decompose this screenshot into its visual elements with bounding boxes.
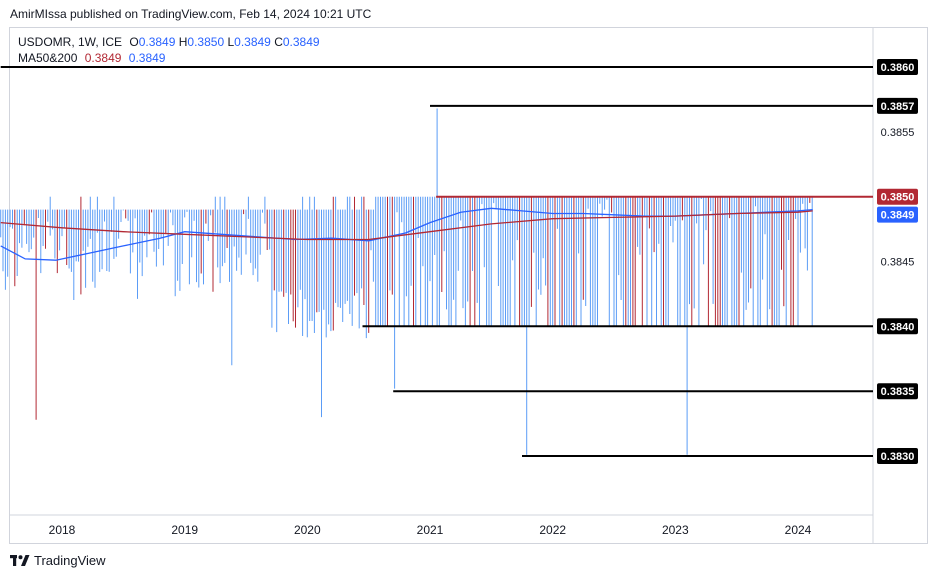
legend-ohlc: USDOMR, 1W, ICE O0.3849 H0.3850 L0.3849 … — [18, 35, 320, 49]
level-label-0.3830: 0.3830 — [881, 451, 915, 463]
x-tick-label: 2023 — [662, 523, 689, 537]
y-tick-label: 0.3845 — [881, 257, 915, 269]
legend-high-label: H — [178, 35, 188, 49]
legend-open: 0.3849 — [138, 35, 176, 49]
x-tick-label: 2020 — [294, 523, 321, 537]
legend-symbol: USDOMR, 1W, ICE — [18, 35, 123, 49]
legend-low-label: L — [227, 35, 235, 49]
x-tick-label: 2019 — [171, 523, 198, 537]
legend-ma200-value: 0.3849 — [128, 51, 166, 65]
x-tick-label: 2018 — [49, 523, 76, 537]
legend-close-label: C — [274, 35, 283, 49]
legend-close: 0.3849 — [282, 35, 320, 49]
x-tick-label: 2022 — [539, 523, 566, 537]
legend-ma50-value: 0.3849 — [84, 51, 122, 65]
publisher-text: AmirMIssa published on TradingView.com, … — [10, 7, 372, 21]
tradingview-logo-icon — [10, 554, 30, 566]
level-label-0.3835: 0.3835 — [881, 386, 915, 398]
y-tick-label: 0.3855 — [881, 127, 915, 139]
level-label-bg-0.3835 — [877, 383, 918, 400]
tradingview-logo[interactable]: TradingView — [10, 553, 106, 568]
level-label-0.3857: 0.3857 — [881, 101, 915, 113]
level-label-bg-0.3857 — [877, 97, 918, 114]
chart-frame[interactable] — [9, 27, 928, 544]
legend-ma-label: MA50&200 — [18, 51, 78, 65]
legend-ma: MA50&200 0.3849 0.3849 — [18, 51, 165, 65]
level-label-0.3840: 0.3840 — [881, 321, 915, 333]
price-bars — [0, 108, 813, 455]
moving-averages — [0, 207, 813, 261]
price-axis-labels: 0.3855 0.3845 — [881, 127, 915, 269]
legend-open-label: O — [129, 35, 139, 49]
tradingview-brand: TradingView — [34, 553, 106, 568]
level-label-bg-0.3840 — [877, 318, 918, 335]
x-tick-label: 2021 — [417, 523, 444, 537]
level-label-bg-0.3850 — [877, 188, 918, 205]
x-tick-label: 2024 — [785, 523, 812, 537]
level-label-0.3850: 0.3850 — [881, 192, 915, 204]
level-label-bg-0.3830 — [877, 448, 918, 464]
last-price-label-bg — [877, 206, 918, 223]
legend-low: 0.3849 — [234, 35, 271, 49]
last-price-label: 0.3849 — [881, 210, 915, 222]
level-label-bg-0.3860 — [877, 59, 918, 75]
level-label-0.3860: 0.3860 — [881, 62, 915, 74]
series-ma200 — [0, 210, 813, 241]
legend-high: 0.3850 — [187, 35, 225, 49]
horizontal-levels[interactable]: 0.3860 0.3857 0.3850 0.3840 0.3835 0.3830 0.38… — [0, 59, 918, 464]
time-axis-labels: 2018 2019 2020 2021 2022 2023 2024 — [49, 523, 812, 537]
